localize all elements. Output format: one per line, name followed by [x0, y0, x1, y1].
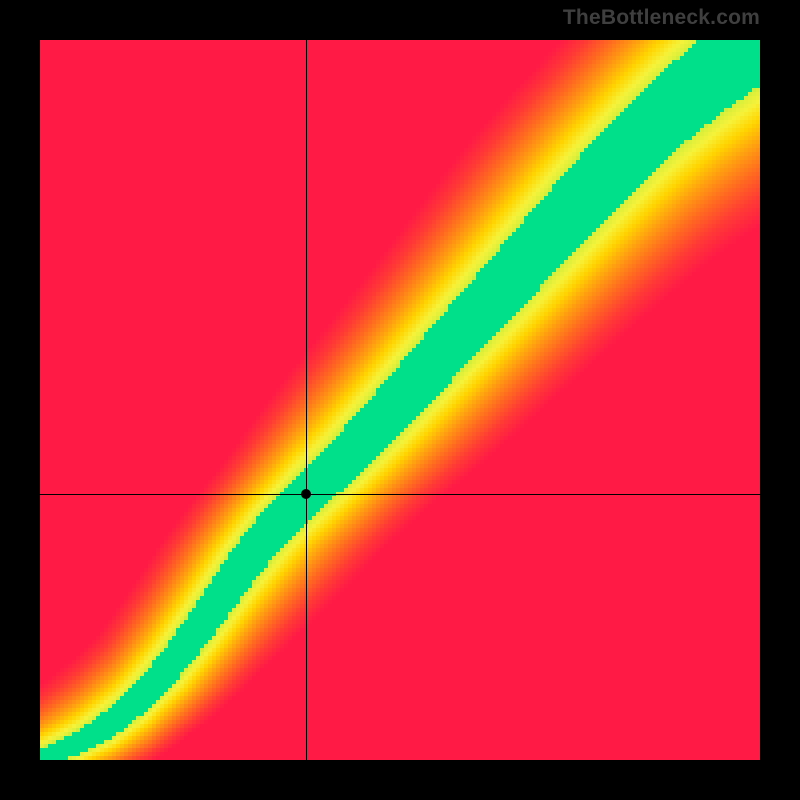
- outer-frame: TheBottleneck.com: [0, 0, 800, 800]
- crosshair-marker: [301, 489, 311, 499]
- plot-area: [40, 40, 760, 760]
- watermark-text: TheBottleneck.com: [563, 6, 760, 30]
- crosshair-vertical: [306, 40, 307, 760]
- heatmap-canvas: [40, 40, 760, 760]
- crosshair-horizontal: [40, 494, 760, 495]
